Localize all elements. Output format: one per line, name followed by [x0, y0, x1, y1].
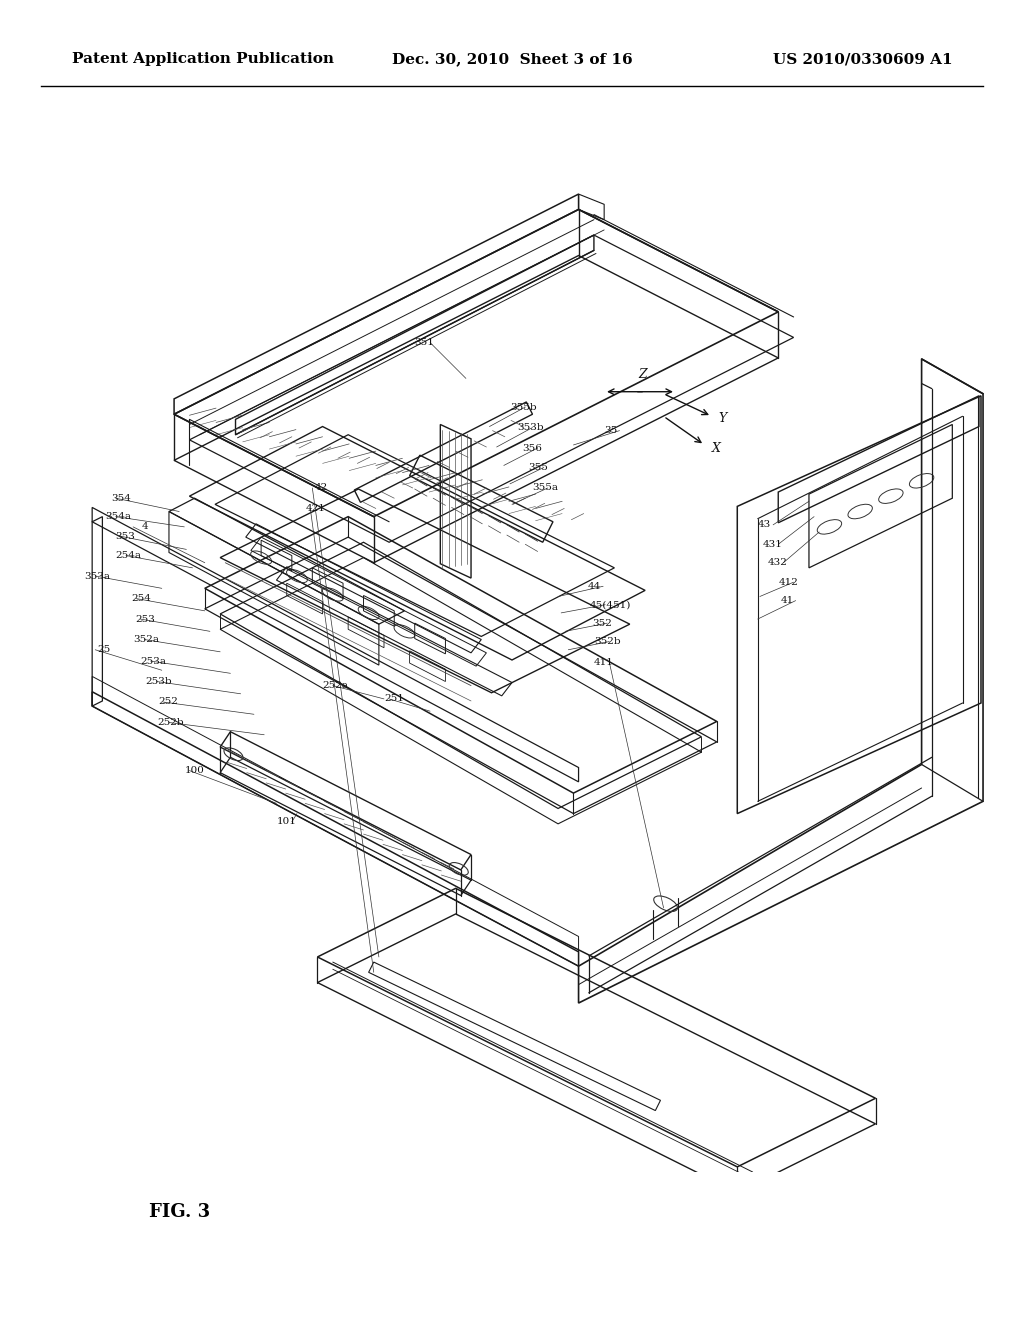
Text: Dec. 30, 2010  Sheet 3 of 16: Dec. 30, 2010 Sheet 3 of 16 [392, 53, 632, 66]
Text: FIG. 3: FIG. 3 [148, 1203, 210, 1221]
Text: 253a: 253a [140, 656, 166, 665]
Text: 44: 44 [588, 582, 601, 591]
Text: 352: 352 [592, 619, 611, 627]
Text: 100: 100 [185, 766, 205, 775]
Text: 412: 412 [778, 578, 798, 586]
Text: 253b: 253b [145, 677, 172, 686]
Text: 353a: 353a [85, 572, 111, 581]
Text: 354a: 354a [105, 512, 131, 521]
Text: 351: 351 [415, 338, 434, 347]
Text: 45(451): 45(451) [590, 601, 631, 610]
Text: 4: 4 [142, 523, 148, 532]
Text: 253: 253 [136, 615, 156, 623]
Text: 353: 353 [116, 532, 135, 541]
Text: 352b: 352b [594, 638, 621, 645]
Text: 41: 41 [780, 597, 794, 605]
Text: 411: 411 [594, 657, 613, 667]
Text: 43: 43 [758, 520, 771, 529]
Text: 252a: 252a [323, 681, 348, 690]
Text: Patent Application Publication: Patent Application Publication [72, 53, 334, 66]
Text: 354: 354 [112, 494, 131, 503]
Text: Y: Y [719, 412, 727, 425]
Text: 252: 252 [159, 697, 178, 706]
Text: X: X [712, 441, 721, 454]
Text: 353b: 353b [517, 422, 544, 432]
Text: 254: 254 [132, 594, 152, 603]
Text: 355b: 355b [510, 403, 537, 412]
Text: 421: 421 [306, 504, 326, 513]
Text: 25: 25 [97, 645, 111, 655]
Text: 432: 432 [768, 558, 787, 568]
Text: 355: 355 [528, 463, 548, 473]
Text: Z: Z [639, 368, 647, 381]
Text: 251: 251 [385, 694, 404, 704]
Text: 252b: 252b [158, 718, 184, 727]
Text: 431: 431 [763, 540, 782, 549]
Text: 352a: 352a [134, 635, 160, 644]
Text: 356: 356 [522, 444, 542, 453]
Text: 42: 42 [314, 483, 328, 492]
Text: 254a: 254a [116, 550, 141, 560]
Text: 355a: 355a [532, 483, 558, 492]
Text: 35: 35 [604, 426, 617, 436]
Text: 101: 101 [276, 817, 296, 826]
Text: US 2010/0330609 A1: US 2010/0330609 A1 [773, 53, 952, 66]
